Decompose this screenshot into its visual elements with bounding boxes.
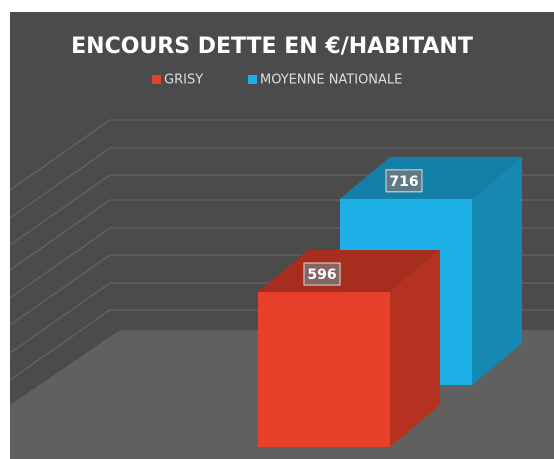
value-label-box [303, 262, 341, 286]
bar [258, 292, 390, 447]
bar-side [390, 250, 440, 447]
legend-swatch [248, 75, 257, 84]
value-label-box [385, 169, 423, 193]
value-label: 596 [307, 267, 336, 283]
chart-title: ENCOURS DETTE EN €/HABITANT [71, 34, 473, 59]
legend-label: MOYENNE NATIONALE [260, 73, 402, 88]
value-label: 716 [389, 174, 418, 190]
legend-swatch [152, 75, 161, 84]
bar-side [472, 156, 522, 385]
legend-label: GRISY [164, 73, 203, 88]
